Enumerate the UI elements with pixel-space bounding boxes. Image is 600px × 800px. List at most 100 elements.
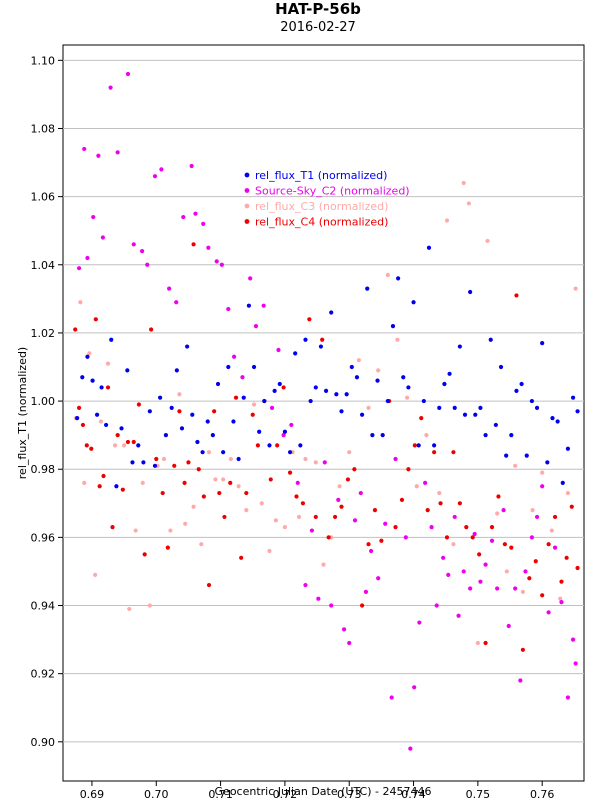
data-point bbox=[457, 344, 462, 349]
data-point bbox=[130, 460, 135, 465]
data-point bbox=[94, 412, 100, 417]
data-point bbox=[393, 525, 398, 530]
data-point bbox=[131, 242, 136, 247]
data-point bbox=[352, 518, 358, 523]
data-point bbox=[408, 746, 413, 751]
data-point bbox=[451, 542, 456, 547]
data-point bbox=[437, 490, 442, 496]
x-tick-label: 0.73 bbox=[337, 788, 362, 800]
data-point bbox=[262, 398, 267, 404]
data-point bbox=[529, 535, 535, 540]
data-point bbox=[272, 388, 277, 393]
data-point bbox=[366, 542, 371, 547]
data-point bbox=[267, 548, 272, 554]
data-point bbox=[565, 446, 571, 451]
legend-marker bbox=[244, 203, 250, 209]
data-point bbox=[332, 514, 338, 520]
data-point bbox=[85, 255, 90, 261]
x-tick-label: 0.72 bbox=[273, 788, 298, 800]
data-point bbox=[502, 542, 507, 547]
data-point bbox=[358, 490, 363, 496]
data-point bbox=[534, 405, 540, 410]
data-point bbox=[309, 528, 315, 533]
data-point bbox=[513, 463, 518, 468]
data-point bbox=[122, 443, 127, 448]
data-point bbox=[380, 433, 385, 438]
legend: rel_flux_T1 (normalized) Source-Sky_C2 (n… bbox=[244, 169, 410, 229]
x-tick-label: 0.70 bbox=[144, 788, 169, 800]
legend-marker bbox=[244, 188, 250, 193]
data-point bbox=[221, 477, 226, 482]
data-point bbox=[523, 569, 528, 574]
data-point bbox=[444, 218, 450, 223]
legend-label: rel_flux_T1 (normalized) bbox=[255, 169, 387, 182]
data-point bbox=[100, 235, 105, 240]
data-point bbox=[115, 150, 120, 155]
y-tick-label: 1.10 bbox=[31, 54, 56, 67]
data-point bbox=[395, 337, 400, 342]
data-point bbox=[119, 426, 124, 431]
data-point bbox=[125, 439, 131, 445]
data-point bbox=[376, 576, 381, 581]
data-point bbox=[269, 405, 275, 410]
data-point bbox=[181, 214, 186, 220]
data-point bbox=[534, 514, 540, 520]
data-point bbox=[182, 480, 187, 485]
data-point bbox=[475, 640, 480, 646]
data-point bbox=[514, 293, 519, 298]
data-point bbox=[163, 433, 169, 438]
data-point bbox=[105, 385, 111, 390]
data-point bbox=[190, 412, 195, 417]
data-point bbox=[425, 508, 430, 513]
data-point bbox=[75, 416, 80, 421]
data-point bbox=[103, 422, 109, 428]
data-point bbox=[212, 409, 217, 414]
data-point bbox=[282, 429, 288, 434]
data-point bbox=[281, 385, 286, 390]
data-point bbox=[569, 504, 574, 509]
data-point bbox=[550, 416, 555, 421]
data-point bbox=[287, 450, 293, 455]
data-point bbox=[375, 378, 380, 383]
data-point bbox=[108, 85, 113, 90]
data-point bbox=[323, 388, 329, 393]
data-point bbox=[113, 443, 118, 448]
data-point bbox=[193, 211, 198, 216]
data-points bbox=[73, 71, 580, 751]
data-point bbox=[437, 405, 442, 410]
data-point bbox=[97, 484, 102, 489]
data-point bbox=[267, 443, 272, 448]
data-point bbox=[200, 450, 205, 455]
data-point bbox=[76, 405, 82, 410]
data-point bbox=[483, 433, 488, 438]
data-point bbox=[514, 388, 519, 393]
data-point bbox=[90, 378, 95, 383]
data-point bbox=[372, 508, 378, 513]
data-point bbox=[470, 535, 475, 540]
data-point bbox=[320, 337, 325, 342]
data-point bbox=[368, 548, 374, 554]
data-point bbox=[313, 385, 318, 390]
data-point bbox=[444, 535, 450, 540]
data-point bbox=[236, 456, 241, 462]
data-point bbox=[452, 405, 457, 410]
data-point bbox=[506, 623, 511, 629]
y-tick-label: 1.02 bbox=[31, 327, 56, 340]
data-point bbox=[393, 456, 398, 462]
data-point bbox=[210, 433, 215, 438]
data-point bbox=[354, 375, 360, 380]
data-point bbox=[174, 300, 179, 305]
data-point bbox=[339, 504, 344, 509]
data-point bbox=[152, 463, 158, 468]
y-tick-label: 0.92 bbox=[31, 668, 56, 681]
data-point bbox=[533, 559, 538, 564]
data-point bbox=[329, 310, 334, 315]
data-point bbox=[483, 640, 488, 646]
data-point bbox=[575, 409, 580, 414]
data-point bbox=[321, 562, 326, 567]
data-point bbox=[359, 412, 365, 417]
data-point bbox=[457, 501, 462, 506]
data-point bbox=[540, 470, 545, 475]
data-point bbox=[477, 552, 482, 557]
data-point bbox=[570, 637, 576, 642]
